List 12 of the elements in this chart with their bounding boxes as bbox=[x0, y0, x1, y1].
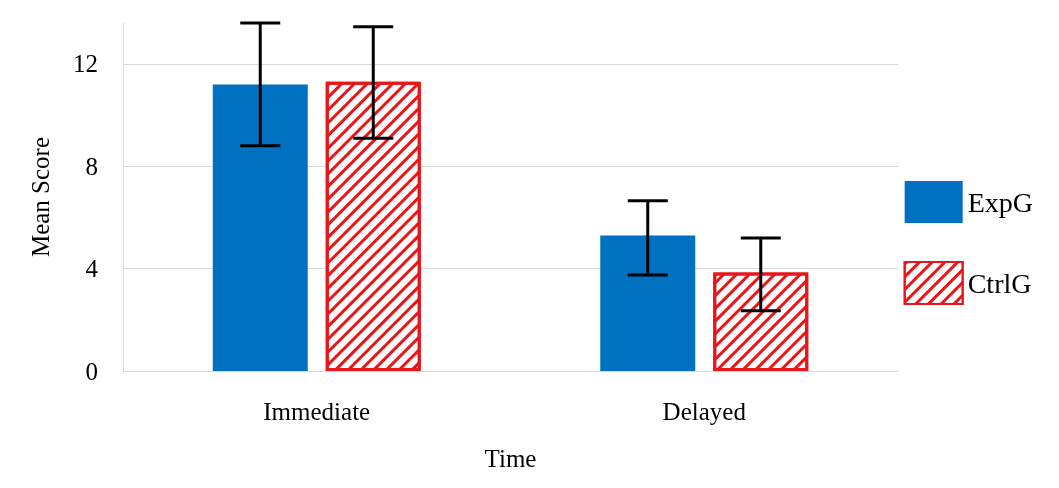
bar bbox=[600, 235, 696, 371]
y-tick-label: 4 bbox=[85, 255, 99, 283]
y-tick-label: 0 bbox=[85, 357, 98, 385]
bar bbox=[212, 84, 308, 371]
y-tick-label: 12 bbox=[73, 50, 98, 78]
x-tick-label: Immediate bbox=[263, 398, 371, 425]
x-axis-title: Time bbox=[484, 445, 537, 472]
legend-label: CtrlG bbox=[967, 267, 1032, 299]
y-axis-title: Mean Score bbox=[27, 136, 54, 258]
y-tick-label: 8 bbox=[85, 152, 98, 180]
x-tick-label: Delayed bbox=[662, 398, 747, 425]
legend-label: ExpG bbox=[967, 186, 1033, 218]
